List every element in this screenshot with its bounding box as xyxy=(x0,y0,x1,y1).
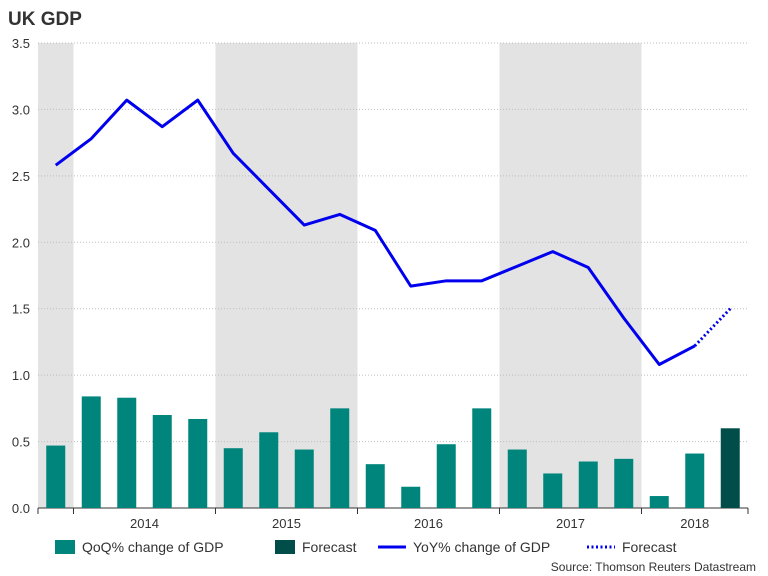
qoq-bar xyxy=(259,432,279,508)
y-tick-label: 2.5 xyxy=(12,169,30,184)
qoq-bar xyxy=(294,449,314,508)
qoq-bar xyxy=(46,445,66,508)
y-tick-label: 0.5 xyxy=(12,435,30,450)
x-axis-ticks: 2014 2015 2016 2017 2018 xyxy=(37,508,749,531)
qoq-bar xyxy=(472,408,492,508)
shaded-year-bands xyxy=(38,43,642,508)
qoq-bar xyxy=(685,453,705,508)
legend: QoQ% change of GDP Forecast YoY% change of… xyxy=(55,539,677,555)
qoq-bar xyxy=(117,397,137,508)
qoq-bar xyxy=(152,415,172,508)
y-tick-label: 2.0 xyxy=(12,235,30,250)
yoy-forecast-line xyxy=(693,307,732,347)
legend-label: Forecast xyxy=(622,539,677,555)
qoq-bar xyxy=(543,473,563,508)
qoq-bar xyxy=(649,496,669,508)
x-tick-label: 2014 xyxy=(130,516,159,531)
y-tick-label: 3.0 xyxy=(12,102,30,117)
legend-label: QoQ% change of GDP xyxy=(82,539,224,555)
qoq-bar xyxy=(507,449,527,508)
legend-label: YoY% change of GDP xyxy=(413,539,550,555)
qoq-bar xyxy=(330,408,350,508)
qoq-bar xyxy=(401,486,421,508)
qoq-bar xyxy=(578,461,598,508)
y-tick-label: 1.5 xyxy=(12,302,30,317)
x-tick-label: 2015 xyxy=(272,516,301,531)
y-tick-label: 3.5 xyxy=(12,36,30,51)
forecast-bar xyxy=(720,428,740,508)
yoy-line xyxy=(54,98,696,367)
chart-title: UK GDP xyxy=(8,9,82,30)
qoq-bar xyxy=(223,448,243,508)
legend-label: Forecast xyxy=(302,539,357,555)
shade-band-2017 xyxy=(499,43,642,508)
y-tick-label: 1.0 xyxy=(12,368,30,383)
qoq-bar xyxy=(436,444,456,508)
shade-band-2013 xyxy=(38,43,74,508)
legend-swatch xyxy=(55,540,75,554)
bar-series xyxy=(46,396,740,508)
x-tick-label: 2017 xyxy=(556,516,585,531)
y-axis-ticks: 0.0 0.5 1.0 1.5 2.0 2.5 3.0 3.5 xyxy=(12,36,30,516)
x-tick-label: 2018 xyxy=(680,516,709,531)
line-series xyxy=(54,98,732,367)
qoq-bar xyxy=(188,418,208,508)
source-note: Source: Thomson Reuters Datastream xyxy=(551,560,756,574)
y-tick-label: 0.0 xyxy=(12,501,30,516)
legend-swatch xyxy=(275,540,295,554)
x-tick-label: 2016 xyxy=(414,516,443,531)
qoq-bar xyxy=(614,458,634,508)
qoq-bar xyxy=(81,396,101,508)
qoq-bar xyxy=(365,464,385,508)
